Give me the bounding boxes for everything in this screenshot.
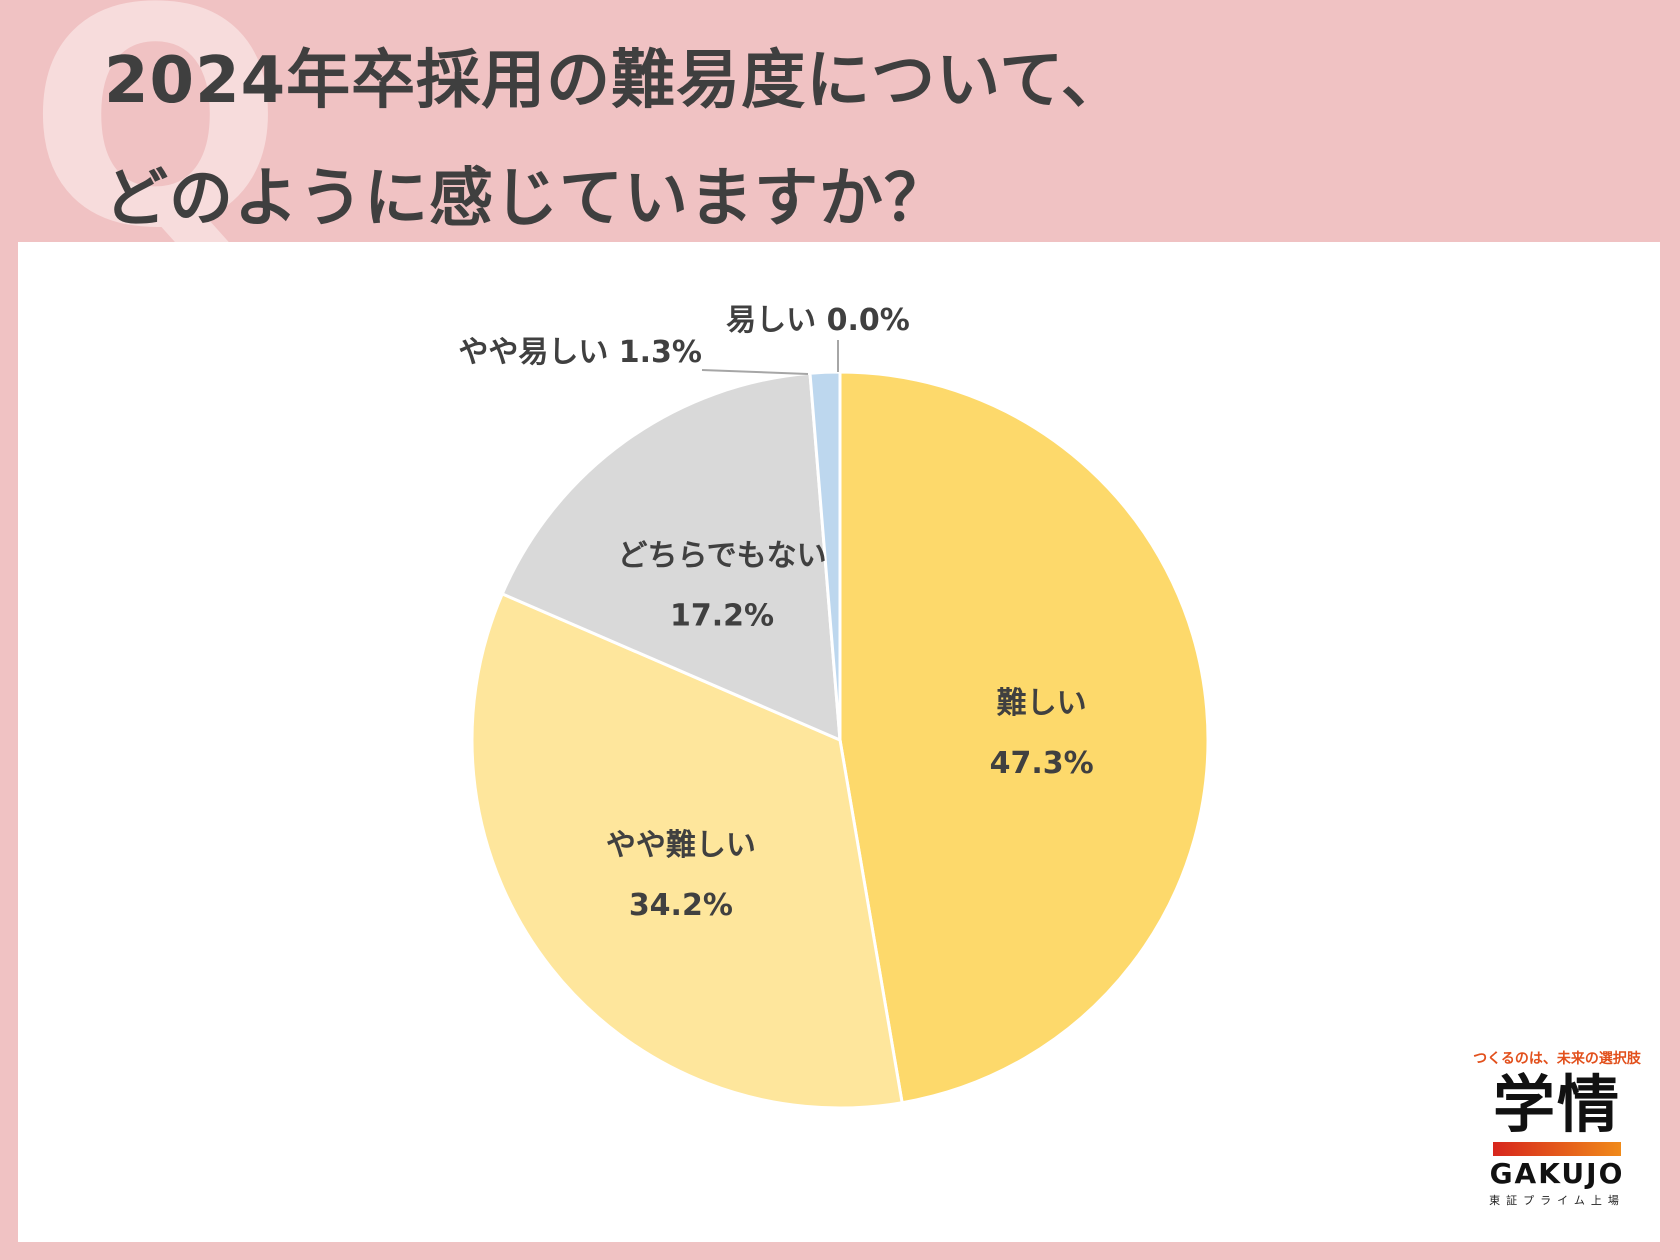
slice-callout-4: 易しい 0.0%	[726, 303, 910, 338]
logo-bar	[1493, 1142, 1621, 1156]
pie-slice-1	[470, 591, 904, 1110]
chart-panel: 難しい 47.3% やや難しい 34.2% どちらでもない 17.2% やや易しい 1.3%…	[18, 242, 1660, 1242]
logo-brand-en: GAKUJO	[1489, 1157, 1625, 1190]
gakujo-logo: つくるのは、未来の選択肢 学情 GAKUJO 東証プライム上場	[1462, 1048, 1652, 1208]
q-watermark: Q	[28, 0, 284, 294]
pie-slice-0	[838, 370, 1210, 1105]
pie-chart: 難しい 47.3% やや難しい 34.2% どちらでもない 17.2% やや易しい 1.3%…	[458, 303, 1210, 1110]
slice-value-1: 34.2%	[629, 888, 733, 923]
slice-label-0: 難しい	[997, 686, 1087, 721]
slice-label-2: どちらでもない	[618, 539, 827, 574]
pie-slice-3	[808, 370, 842, 741]
leader-line-3	[701, 369, 809, 375]
slice-value-2: 17.2%	[670, 599, 774, 634]
title-line-2: どのように感じていますか？	[104, 162, 949, 236]
logo-sub: 東証プライム上場	[1489, 1194, 1625, 1207]
slice-value-0: 47.3%	[990, 746, 1094, 781]
logo-tagline: つくるのは、未来の選択肢	[1473, 1051, 1641, 1067]
title-line-1: 2024年卒採用の難易度について、	[104, 44, 1127, 118]
page-title: 2024年卒採用の難易度について、 どのように感じていますか？	[104, 22, 1126, 258]
logo-kanji: 学情	[1492, 1068, 1621, 1141]
pie-slice-2	[500, 371, 842, 743]
slice-label-1: やや難しい	[606, 828, 756, 863]
slice-callout-3: やや易しい 1.3%	[458, 335, 702, 370]
